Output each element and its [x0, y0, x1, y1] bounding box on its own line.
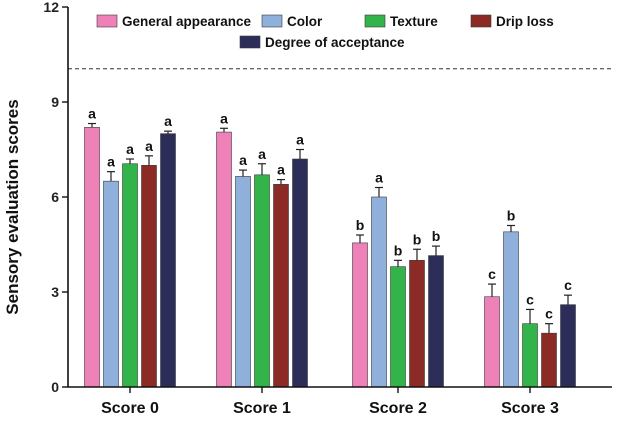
significance-letter: b [432, 228, 441, 244]
significance-letter: b [356, 217, 365, 233]
bar-drip-loss-0 [141, 165, 157, 388]
legend-label-general-appearance: General appearance [122, 14, 252, 29]
significance-letter: a [220, 110, 228, 126]
significance-letter: b [413, 231, 422, 247]
significance-letter: c [564, 277, 572, 293]
legend-swatch-drip-loss [470, 14, 492, 28]
legend-label-drip-loss: Drip loss [496, 14, 554, 29]
bar-color-0 [103, 180, 119, 388]
bar-drip-loss-2 [409, 260, 425, 388]
bar-degree-of-acceptance-2 [428, 255, 444, 388]
significance-letter: b [394, 242, 403, 258]
y-tick-label: 9 [51, 94, 59, 110]
significance-letter: a [107, 154, 115, 170]
bar-general-appearance-0 [84, 127, 100, 388]
axes-layer: 0 3 6 9 12 Score 0 Score 1 Score 2 Score 3 Sensor… [3, 0, 612, 417]
x-category-label: Score 0 [101, 400, 159, 417]
x-category-label: Score 2 [369, 400, 427, 417]
bar-texture-0 [122, 163, 138, 388]
legend-swatch-color [261, 14, 283, 28]
x-category-label: Score 1 [233, 400, 291, 417]
legend-label-color: Color [287, 14, 323, 29]
significance-letter: a [145, 138, 153, 154]
bar-color-1 [235, 176, 251, 388]
bar-degree-of-acceptance-0 [160, 133, 176, 388]
bar-texture-3 [522, 323, 538, 388]
legend-swatch-degree-of-acceptance [239, 35, 261, 49]
legend-label-degree-of-acceptance: Degree of acceptance [265, 35, 405, 50]
significance-letter: c [545, 306, 553, 322]
significance-letter: c [488, 266, 496, 282]
y-tick-label: 12 [43, 0, 59, 15]
significance-letter: a [239, 152, 247, 168]
bar-drip-loss-3 [541, 332, 557, 388]
bar-color-3 [503, 231, 519, 388]
legend-label-texture: Texture [390, 14, 438, 29]
significance-letter: a [296, 132, 304, 148]
bar-texture-1 [254, 174, 270, 388]
legend-swatch-general-appearance [96, 14, 118, 28]
significance-letter: a [88, 106, 96, 122]
significance-letter: a [375, 170, 383, 186]
bar-degree-of-acceptance-1 [292, 158, 308, 388]
y-axis-label: Sensory evaluation scores [3, 99, 22, 314]
significance-letter: a [258, 146, 266, 162]
significance-letter: a [164, 113, 172, 129]
significance-letter: c [526, 291, 534, 307]
y-tick-label: 0 [51, 379, 59, 395]
bar-drip-loss-1 [273, 184, 289, 388]
significance-letter: a [126, 141, 134, 157]
legend-swatch-texture [364, 14, 386, 28]
legend: General appearance Color Texture Drip loss D… [96, 14, 554, 50]
x-category-label: Score 3 [501, 400, 559, 417]
bar-general-appearance-2 [352, 242, 368, 388]
bar-general-appearance-3 [484, 296, 500, 388]
y-tick-label: 3 [51, 284, 59, 300]
bar-general-appearance-1 [216, 131, 232, 388]
y-tick-label: 6 [51, 189, 59, 205]
significance-letter: b [507, 208, 516, 224]
bar-texture-2 [390, 266, 406, 388]
significance-letter: a [277, 162, 285, 178]
bar-color-2 [371, 196, 387, 388]
bar-degree-of-acceptance-3 [560, 304, 576, 388]
